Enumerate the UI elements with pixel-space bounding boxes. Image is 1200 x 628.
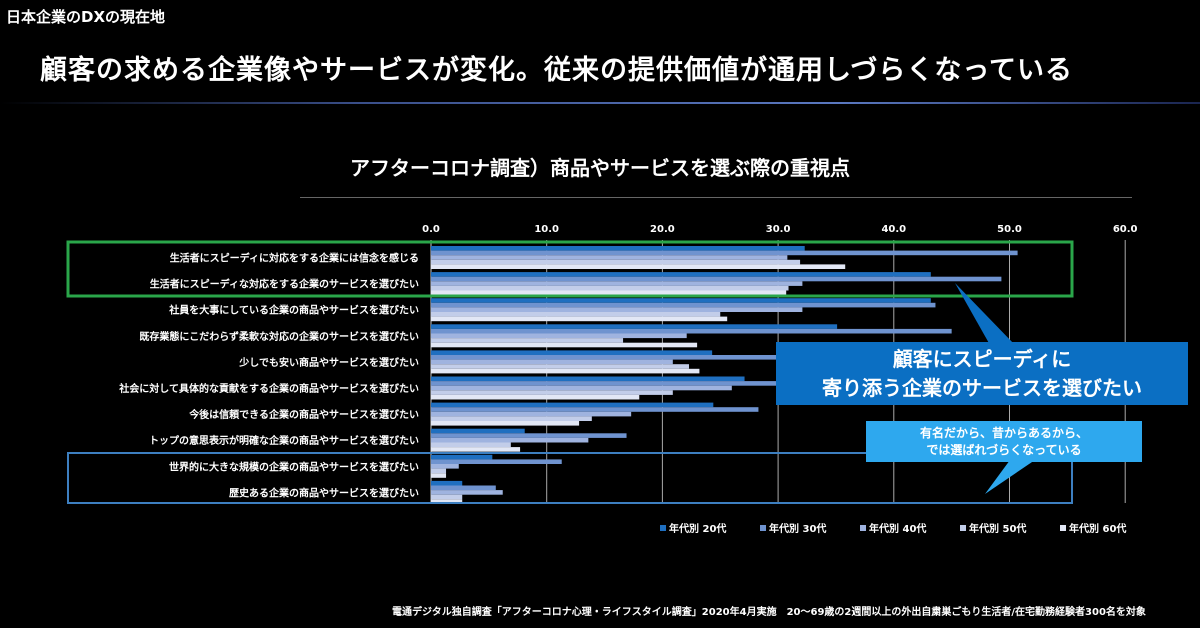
x-tick-label: 20.0 [650,224,675,235]
bar-40s [431,255,788,260]
category-label: 歴史ある企業の商品やサービスを選びたい [229,486,419,499]
x-tick-label: 0.0 [422,224,440,235]
category-label: 既存業態にこだわらず柔軟な対応の企業のサービスを選びたい [139,330,419,343]
bar-20s [431,402,714,408]
bar-30s [431,276,1002,282]
x-tick-label: 30.0 [766,224,791,235]
callout-pointer [955,283,1015,345]
category-label: 世界的に大きな規模の企業の商品やサービスを選びたい [169,460,419,473]
legend-swatch [1060,525,1066,531]
bar-30s [431,250,1018,256]
bar-50s [431,416,592,421]
legend-swatch [860,525,866,531]
callout-line: 寄り添う企業のサービスを選びたい [822,376,1142,400]
bar-40s [431,307,803,312]
bar-20s [431,350,713,355]
bar-20s [431,454,493,460]
chart-title: アフターコロナ調査）商品やサービスを選ぶ際の重視点 [350,156,850,180]
bar-60s [431,368,700,374]
bar-30s [431,433,627,438]
category-label: 少しでも安い商品やサービスを選びたい [238,356,419,369]
bar-60s [431,264,846,269]
bar-50s [431,494,463,500]
legend-swatch [660,525,666,531]
x-tick-label: 40.0 [881,224,906,235]
bar-20s [431,272,931,277]
callout-line: 有名だから、昔からあるから、 [919,426,1088,440]
bar-40s [431,411,632,417]
chart-title-divider [300,197,1132,198]
bar-30s [431,302,936,308]
bar-60s [431,290,787,296]
bar-40s [431,359,673,365]
section-label: 日本企業のDXの現在地 [6,8,166,26]
legend-label: 年代別 40代 [869,522,926,535]
bar-30s [431,407,759,412]
bar-30s [431,459,562,464]
headline-divider [0,102,1200,104]
bar-60s [431,316,728,322]
category-label: 社会に対して具体的な貢献をする企業の商品やサービスを選びたい [118,382,419,395]
bar-60s [431,342,698,348]
page-headline: 顧客の求める企業像やサービスが変化。従来の提供価値が通用しづらくなっている [40,55,1074,86]
bar-20s [431,428,525,434]
legend-swatch [760,525,766,531]
bar-50s [431,468,447,474]
category-label: トップの意思表示が明確な企業の商品やサービスを選びたい [149,434,419,447]
source-footnote: 電通デジタル独自調査「アフターコロナ心理・ライフスタイル調査」2020年4月実施… [392,607,1146,618]
legend-swatch [960,525,966,531]
bar-60s [431,447,521,452]
bar-60s [431,394,640,400]
bar-50s [431,442,511,448]
bar-30s [431,328,952,334]
bar-50s [431,285,789,291]
bar-50s [431,390,673,395]
bar-60s [431,421,580,426]
legend-label: 年代別 60代 [1069,522,1126,535]
callout-line: 顧客にスピーディに [892,347,1072,371]
legend-label: 年代別 30代 [769,522,826,535]
bar-50s [431,312,721,317]
legend-label: 年代別 20代 [669,522,726,535]
category-label: 社員を大事にしている企業の商品やサービスを選びたい [168,304,419,317]
bar-30s [431,485,496,491]
bar-20s [431,324,838,329]
category-label: 生活者にスピーディな対応をする企業のサービスを選びたい [150,278,419,291]
bar-20s [431,246,805,251]
bar-40s [431,333,687,339]
bar-20s [431,298,931,303]
bar-40s [431,281,803,286]
category-label: 今後は信頼できる企業の商品やサービスを選びたい [188,408,419,421]
callout-pointer [985,460,1035,494]
highlight-box-legacy [67,452,1073,504]
bar-60s [431,499,463,504]
bar-40s [431,464,459,469]
bar-20s [431,480,463,486]
bar-40s [431,385,732,391]
category-label: 生活者にスピーディに対応をする企業には信念を感じる [170,252,419,265]
highlight-box-speed [66,240,1074,298]
legend-label: 年代別 50代 [969,522,1026,535]
bar-60s [431,473,447,478]
bar-40s [431,490,503,495]
callout-legacy-brands: 有名だから、昔からあるから、 では選ばれづらくなっている [866,421,1142,462]
bar-30s [431,381,790,386]
bar-30s [431,355,790,360]
x-tick-label: 60.0 [1113,224,1138,235]
callout-line: では選ばれづらくなっている [926,443,1082,457]
bar-20s [431,376,745,382]
callout-speedy-service: 顧客にスピーディに 寄り添う企業のサービスを選びたい [776,342,1188,405]
bar-50s [431,364,690,369]
bar-50s [431,338,624,343]
x-tick-label: 10.0 [534,224,559,235]
bar-40s [431,437,589,443]
bar-50s [431,259,801,265]
x-tick-label: 50.0 [997,224,1022,235]
